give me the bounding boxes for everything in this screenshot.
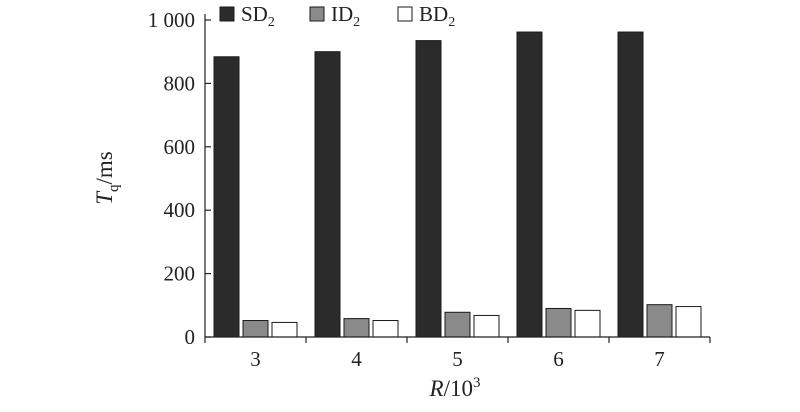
bar-id-7 bbox=[646, 304, 673, 338]
y-tick-label: 0 bbox=[185, 325, 196, 349]
y-tick-label: 200 bbox=[164, 262, 196, 286]
x-tick-label: 4 bbox=[351, 347, 362, 371]
bar-sd-3 bbox=[213, 56, 240, 338]
bar-bd-6 bbox=[574, 309, 601, 338]
legend-label-sd: SD2 bbox=[241, 2, 275, 30]
legend-swatch-sd bbox=[219, 6, 235, 22]
x-tick-label: 6 bbox=[553, 347, 564, 371]
y-tick-label: 800 bbox=[164, 71, 196, 95]
ticks-layer: 0 200 400 600 800 1 000 3 4 5 6 7 bbox=[148, 8, 711, 371]
bars-layer bbox=[213, 31, 702, 338]
bar-sd-5 bbox=[415, 40, 442, 338]
x-axis-title: R/103 bbox=[429, 375, 481, 401]
bar-sd-6 bbox=[516, 31, 543, 338]
bar-id-3 bbox=[242, 320, 269, 338]
bar-bd-5 bbox=[473, 314, 500, 338]
x-tick-label: 7 bbox=[654, 347, 665, 371]
bar-bd-4 bbox=[372, 320, 399, 338]
y-tick-label: 1 000 bbox=[148, 8, 195, 32]
bar-sd-4 bbox=[314, 51, 341, 338]
bar-bd-3 bbox=[271, 321, 298, 338]
x-tick-label: 3 bbox=[250, 347, 261, 371]
y-tick-label: 400 bbox=[164, 198, 196, 222]
legend-swatch-id bbox=[309, 6, 325, 22]
bar-id-4 bbox=[343, 318, 370, 338]
y-tick-label: 600 bbox=[164, 135, 196, 159]
legend-label-bd: BD2 bbox=[419, 2, 455, 30]
bar-id-6 bbox=[545, 307, 572, 338]
y-axis-title: Tq/ms bbox=[92, 151, 122, 205]
axes-layer bbox=[204, 14, 710, 338]
bar-id-5 bbox=[444, 311, 471, 338]
bar-sd-7 bbox=[617, 31, 644, 338]
axis-titles: Tq/ms R/103 bbox=[92, 151, 480, 401]
legend-label-id: ID2 bbox=[331, 2, 360, 30]
legend-swatch-bd bbox=[397, 6, 413, 22]
bar-bd-7 bbox=[675, 306, 702, 338]
x-tick-label: 5 bbox=[452, 347, 463, 371]
legend: SD2 ID2 BD2 bbox=[219, 2, 455, 30]
